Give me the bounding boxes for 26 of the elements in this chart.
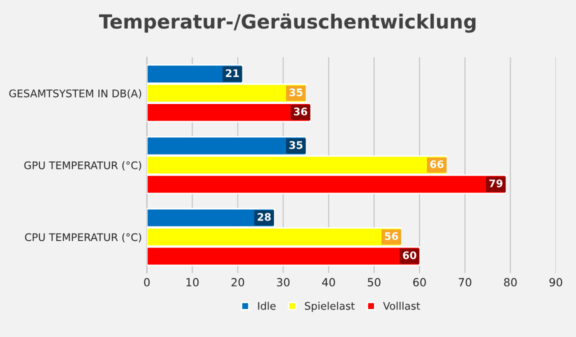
- legend-label: Spielelast: [304, 302, 355, 312]
- data-label: 56: [384, 232, 398, 240]
- data-label: 35: [289, 141, 302, 149]
- x-tick-label: 60: [413, 278, 426, 286]
- chart-title: Temperatur-/Geräuschentwicklung: [99, 13, 476, 33]
- data-label: 35: [289, 88, 302, 96]
- x-tick-label: 10: [186, 278, 199, 286]
- data-label: 28: [258, 212, 271, 221]
- y-tick-label: GPU TEMPERATUR (°C): [24, 161, 142, 170]
- x-tick-label: 20: [232, 278, 244, 286]
- x-tick-label: 30: [276, 278, 290, 286]
- data-label: 36: [294, 108, 308, 116]
- x-tick-label: 70: [458, 278, 472, 286]
- x-tick-label: 90: [549, 278, 562, 286]
- x-tick-label: 80: [504, 278, 517, 286]
- data-label: 60: [402, 251, 416, 260]
- y-tick-label: GESAMTSYSTEM IN DB(A): [9, 89, 142, 99]
- x-tick-label: 0: [144, 278, 150, 286]
- legend-label: Idle: [258, 302, 276, 310]
- legend-label: Volllast: [383, 302, 420, 310]
- data-label: 79: [489, 179, 502, 188]
- data-label: 66: [430, 160, 444, 168]
- x-tick-label: 40: [322, 278, 335, 286]
- x-tick-label: 50: [368, 278, 380, 286]
- y-tick-label: CPU TEMPERATUR (°C): [25, 233, 142, 242]
- data-label: 21: [226, 69, 239, 77]
